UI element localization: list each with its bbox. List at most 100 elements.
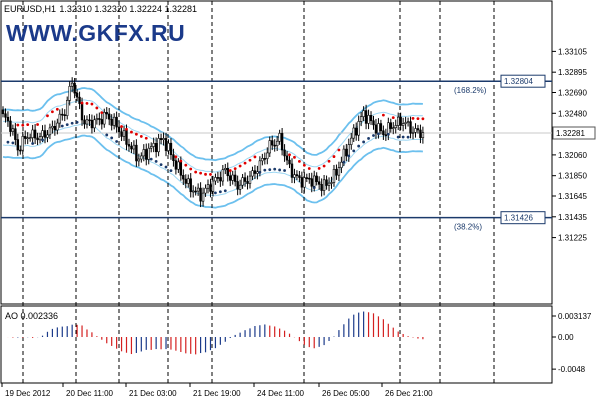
sar-dot xyxy=(95,106,99,110)
price-tick-label: 1.31850 xyxy=(558,172,587,181)
candle-body xyxy=(204,187,207,194)
candle-body xyxy=(70,82,74,87)
candle-body xyxy=(36,137,39,141)
candle-body xyxy=(191,190,195,193)
sar-dot xyxy=(391,116,395,120)
candle-body xyxy=(172,154,175,161)
time-axis: 19 Dec 2012 20 Dec 11:00 21 Dec 03:00 21 De… xyxy=(1,383,433,398)
sar-dot xyxy=(199,171,203,175)
sar-dot xyxy=(209,173,212,176)
candle-body xyxy=(63,114,66,116)
price-tick-label: 1.32060 xyxy=(558,151,587,160)
ao-tick-label: 0.00 xyxy=(558,333,574,342)
candle-body xyxy=(142,149,145,157)
parabolic-sar xyxy=(6,101,425,195)
candle-body xyxy=(221,169,225,182)
candle-body xyxy=(154,143,158,153)
candle-body xyxy=(285,155,289,161)
candle-body xyxy=(414,128,417,133)
candle-body xyxy=(293,174,296,178)
ao-tick-label: -0.0048 xyxy=(558,365,586,374)
sar-dot xyxy=(307,167,311,170)
candle-body xyxy=(355,127,358,136)
candle-body xyxy=(367,115,370,124)
candle-body xyxy=(98,118,101,120)
candle-body xyxy=(103,112,106,125)
candle-body xyxy=(238,184,242,190)
candle-body xyxy=(206,184,210,189)
sar-dot xyxy=(36,123,39,126)
candle-body xyxy=(31,129,34,138)
watermark: WWW.GKFX.RU xyxy=(6,20,185,46)
sar-dot xyxy=(317,166,321,170)
sar-dot xyxy=(288,153,291,157)
candle-body xyxy=(352,127,355,139)
sar-dot xyxy=(115,140,119,143)
candle-body xyxy=(120,131,123,137)
candle-body xyxy=(406,121,410,123)
sar-dot xyxy=(55,107,59,111)
candle-body xyxy=(56,122,59,131)
outer-band-lower xyxy=(2,134,423,209)
price-level-label: 1.31426 xyxy=(504,214,533,223)
sar-dot xyxy=(70,121,74,125)
sar-dot xyxy=(46,114,49,118)
candle-body xyxy=(300,177,304,188)
symbol-label: EURUSD,H1 xyxy=(4,4,56,14)
candle-body xyxy=(372,120,375,126)
sar-dot xyxy=(223,189,227,193)
candle-body xyxy=(409,121,412,134)
sar-dot xyxy=(139,135,143,138)
sar-dot xyxy=(218,190,222,194)
candle-body xyxy=(278,133,281,142)
sar-dot xyxy=(85,101,89,105)
sar-dot xyxy=(283,169,286,172)
candle-body xyxy=(105,112,108,115)
candle-body xyxy=(199,187,202,202)
candle-body xyxy=(305,177,309,179)
candle-body xyxy=(4,113,7,118)
candle-body xyxy=(243,177,247,182)
time-tick-label: 26 Dec 21:00 xyxy=(385,389,433,398)
sar-dot xyxy=(248,158,252,162)
candle-body xyxy=(164,138,168,151)
sar-dot xyxy=(11,141,15,145)
chart-header: EURUSD,H1 1.32310 1.32320 1.32224 1.32281 xyxy=(4,4,197,14)
sar-dot xyxy=(381,113,385,117)
outer-band-upper xyxy=(2,87,423,162)
candle-body xyxy=(125,129,128,145)
candle-body xyxy=(182,174,185,180)
candle-body xyxy=(246,181,249,184)
candle-body xyxy=(236,181,239,190)
candle-body xyxy=(404,122,407,124)
candle-body xyxy=(19,149,22,152)
sar-dot xyxy=(362,140,366,144)
candle-body xyxy=(340,161,343,168)
candle-body xyxy=(416,128,420,131)
sar-dot xyxy=(268,168,272,172)
sar-dot xyxy=(411,116,415,120)
sar-dot xyxy=(406,135,410,139)
candle-body xyxy=(401,123,405,126)
price-tick-label: 1.31645 xyxy=(558,192,587,201)
candle-body xyxy=(369,115,373,122)
candle-body xyxy=(201,192,205,202)
sar-dot xyxy=(21,123,25,127)
price-level-label: 1.32804 xyxy=(504,77,533,86)
candle-body xyxy=(147,147,150,160)
ao-axis: 0.003137 0.00 -0.0048 xyxy=(552,312,592,374)
indicator-bands xyxy=(2,87,423,209)
candle-body xyxy=(38,136,42,141)
candle-body xyxy=(280,133,284,151)
candle-body xyxy=(152,143,155,147)
time-tick-label: 26 Dec 05:00 xyxy=(322,389,370,398)
candle-body xyxy=(394,125,397,128)
candle-body xyxy=(137,158,141,162)
sar-dot xyxy=(90,102,94,106)
candle-body xyxy=(85,119,89,125)
ao-histogram xyxy=(7,311,424,355)
candle-body xyxy=(233,174,237,182)
candle-body xyxy=(159,138,163,141)
candle-body xyxy=(362,110,365,117)
sar-dot xyxy=(367,137,370,140)
